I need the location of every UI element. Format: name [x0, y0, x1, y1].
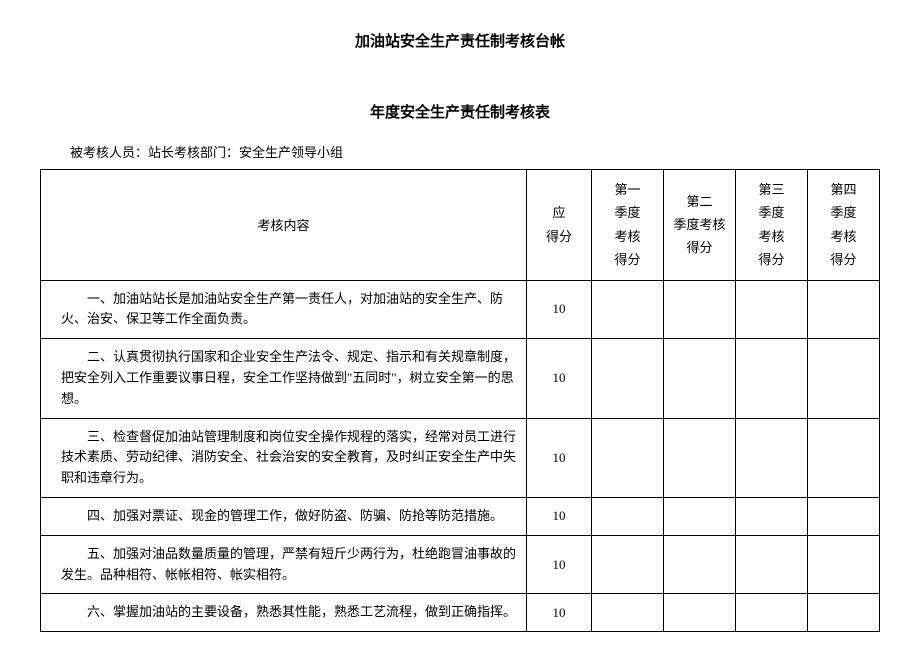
row-score: 10 — [527, 418, 592, 497]
row-content: 二、认真贯彻执行国家和企业安全生产法令、规定、指示和有关规章制度，把安全列入工作… — [41, 339, 527, 418]
header-content: 考核内容 — [41, 170, 527, 281]
table-body: 一、加油站站长是加油站安全生产第一责任人，对加油站的安全生产、防火、治安、保卫等… — [41, 280, 880, 632]
row-q1 — [592, 594, 664, 632]
row-score: 10 — [527, 339, 592, 418]
row-q3 — [736, 594, 808, 632]
row-q4 — [808, 594, 880, 632]
row-q2 — [664, 339, 736, 418]
header-q1: 第一季度考核得分 — [592, 170, 664, 281]
row-q2 — [664, 418, 736, 497]
header-q4: 第四季度考核得分 — [808, 170, 880, 281]
table-header-row: 考核内容 应得分 第一季度考核得分 第二季度考核得分 第三季度考核得分 第四季度… — [41, 170, 880, 281]
row-q2 — [664, 497, 736, 535]
row-q2 — [664, 594, 736, 632]
row-q3 — [736, 418, 808, 497]
row-q4 — [808, 535, 880, 594]
meta-line: 被考核人员：站长考核部门：安全生产领导小组 — [40, 142, 880, 161]
row-content: 六、掌握加油站的主要设备，熟悉其性能，熟悉工艺流程，做到正确指挥。 — [41, 594, 527, 632]
table-row: 二、认真贯彻执行国家和企业安全生产法令、规定、指示和有关规章制度，把安全列入工作… — [41, 339, 880, 418]
table-row: 一、加油站站长是加油站安全生产第一责任人，对加油站的安全生产、防火、治安、保卫等… — [41, 280, 880, 339]
row-q1 — [592, 280, 664, 339]
table-row: 四、加强对票证、现金的管理工作，做好防盗、防骗、防抢等防范措施。 10 — [41, 497, 880, 535]
table-row: 五、加强对油品数量质量的管理，严禁有短斤少两行为，杜绝跑冒油事故的发生。品种相符… — [41, 535, 880, 594]
row-q2 — [664, 280, 736, 339]
row-q4 — [808, 497, 880, 535]
row-score: 10 — [527, 594, 592, 632]
row-q3 — [736, 535, 808, 594]
row-q3 — [736, 497, 808, 535]
row-q2 — [664, 535, 736, 594]
row-q4 — [808, 339, 880, 418]
assessment-table: 考核内容 应得分 第一季度考核得分 第二季度考核得分 第三季度考核得分 第四季度… — [40, 169, 880, 632]
row-score: 10 — [527, 535, 592, 594]
header-q2: 第二季度考核得分 — [664, 170, 736, 281]
row-score: 10 — [527, 280, 592, 339]
row-q1 — [592, 497, 664, 535]
header-q3: 第三季度考核得分 — [736, 170, 808, 281]
row-q3 — [736, 339, 808, 418]
row-q1 — [592, 339, 664, 418]
row-content: 一、加油站站长是加油站安全生产第一责任人，对加油站的安全生产、防火、治安、保卫等… — [41, 280, 527, 339]
row-q3 — [736, 280, 808, 339]
table-row: 六、掌握加油站的主要设备，熟悉其性能，熟悉工艺流程，做到正确指挥。 10 — [41, 594, 880, 632]
row-q4 — [808, 418, 880, 497]
row-q4 — [808, 280, 880, 339]
table-row: 三、检查督促加油站管理制度和岗位安全操作规程的落实，经常对员工进行技术素质、劳动… — [41, 418, 880, 497]
row-content: 三、检查督促加油站管理制度和岗位安全操作规程的落实，经常对员工进行技术素质、劳动… — [41, 418, 527, 497]
header-should-score: 应得分 — [527, 170, 592, 281]
row-score: 10 — [527, 497, 592, 535]
sub-title: 年度安全生产责任制考核表 — [40, 101, 880, 122]
row-q1 — [592, 418, 664, 497]
main-title: 加油站安全生产责任制考核台帐 — [40, 30, 880, 51]
row-q1 — [592, 535, 664, 594]
row-content: 五、加强对油品数量质量的管理，严禁有短斤少两行为，杜绝跑冒油事故的发生。品种相符… — [41, 535, 527, 594]
row-content: 四、加强对票证、现金的管理工作，做好防盗、防骗、防抢等防范措施。 — [41, 497, 527, 535]
